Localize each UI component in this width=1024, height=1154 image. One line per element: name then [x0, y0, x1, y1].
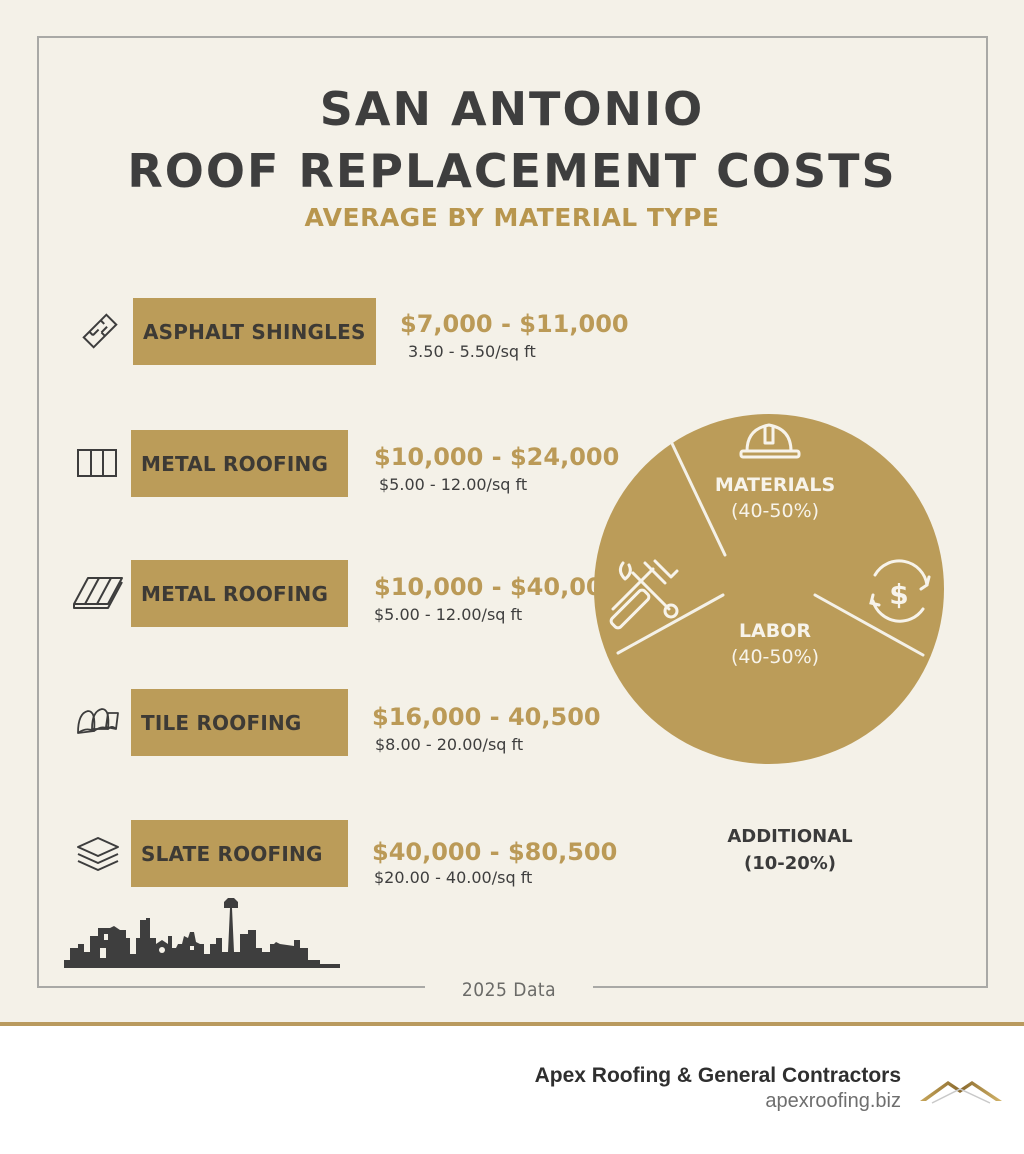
material-row-asphalt: ASPHALT SHINGLES $7,000 - $11,000 3.50 -… [0, 298, 629, 368]
standing-seam-icon [73, 577, 123, 609]
price-range: $16,000 - 40,500 [372, 703, 601, 731]
price-per-sqft: $8.00 - 20.00/sq ft [375, 735, 524, 754]
cost-breakdown-pie: $ [594, 414, 944, 764]
gold-divider [0, 1022, 1024, 1026]
material-row-tile: TILE ROOFING $16,000 - 40,500 $8.00 - 20… [0, 689, 620, 759]
price-range: $10,000 - $24,000 [374, 443, 620, 471]
materials-slice-label: MATERIALS (40-50%) [690, 472, 860, 524]
layers-icon [77, 837, 119, 871]
frame-gap [425, 980, 593, 996]
company-name: Apex Roofing & General Contractors [534, 1064, 901, 1087]
material-label: METAL ROOFING [131, 430, 348, 497]
material-label: ASPHALT SHINGLES [133, 298, 376, 365]
price-per-sqft: $5.00 - 12.00/sq ft [379, 475, 528, 494]
metal-panel-icon [77, 449, 117, 477]
title-line-1: SAN ANTONIO [319, 82, 705, 136]
material-row-slate: SLATE ROOFING $40,000 - $80,500 $20.00 -… [0, 820, 620, 890]
price-per-sqft: 3.50 - 5.50/sq ft [408, 342, 536, 361]
company-website[interactable]: apexroofing.biz [765, 1090, 901, 1112]
price-range: $7,000 - $11,000 [400, 310, 629, 338]
additional-label: ADDITIONAL (10-20%) [700, 823, 880, 877]
additional-pct: (10-20%) [743, 853, 837, 874]
additional-title: ADDITIONAL [727, 826, 853, 847]
apex-roof-logo-icon [920, 1081, 1002, 1104]
dollar-cycle-icon [869, 559, 931, 623]
title-line-2: ROOF REPLACEMENT COSTS [127, 144, 897, 198]
san-antonio-skyline-icon [64, 898, 340, 968]
tools-icon [609, 559, 679, 630]
material-label: METAL ROOFING [131, 560, 348, 627]
materials-label: MATERIALS [714, 474, 836, 496]
branding-footer [0, 1026, 1024, 1154]
hard-hat-icon [739, 423, 801, 459]
price-per-sqft: $20.00 - 40.00/sq ft [374, 868, 533, 887]
material-label: TILE ROOFING [131, 689, 348, 756]
price-range: $10,000 - $40,000 [374, 573, 620, 601]
subtitle: AVERAGE BY MATERIAL TYPE [304, 203, 720, 232]
material-label: SLATE ROOFING [131, 820, 348, 887]
shingle-icon [82, 313, 118, 349]
price-range: $40,000 - $80,500 [372, 838, 618, 866]
materials-pct: (40-50%) [730, 500, 820, 522]
material-row-metal-2: METAL ROOFING $10,000 - $40,000 $5.00 - … [0, 560, 620, 630]
labor-label: LABOR [738, 620, 812, 642]
labor-pct: (40-50%) [730, 646, 820, 668]
material-row-metal-1: METAL ROOFING $10,000 - $24,000 $5.00 - … [0, 430, 620, 500]
labor-slice-label: LABOR (40-50%) [690, 618, 860, 670]
price-per-sqft: $5.00 - 12.00/sq ft [374, 605, 523, 624]
tile-icon [77, 708, 119, 734]
data-year-label: 2025 Data [461, 979, 557, 1001]
dollar-sign: $ [889, 578, 908, 611]
